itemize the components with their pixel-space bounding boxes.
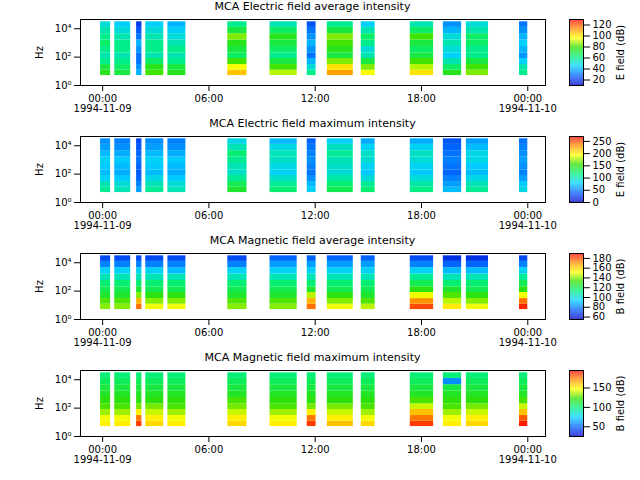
svg-text:80: 80 [593, 41, 606, 52]
svg-text:18:00: 18:00 [407, 93, 436, 104]
svg-text:06:00: 06:00 [195, 93, 224, 104]
svg-text:40: 40 [593, 63, 606, 74]
svg-text:10⁰: 10⁰ [55, 197, 72, 208]
svg-text:Hz: Hz [34, 163, 45, 176]
svg-text:E field (dB): E field (dB) [615, 25, 626, 80]
svg-text:12:00: 12:00 [301, 444, 330, 455]
svg-text:20: 20 [593, 74, 606, 85]
svg-text:18:00: 18:00 [407, 444, 436, 455]
svg-text:00:001994-11-09: 00:001994-11-09 [74, 93, 132, 114]
svg-text:10²: 10² [55, 168, 72, 179]
svg-text:00:001994-11-10: 00:001994-11-10 [499, 327, 557, 348]
svg-text:80: 80 [593, 301, 606, 312]
svg-text:140: 140 [593, 272, 612, 283]
svg-text:10⁴: 10⁴ [55, 374, 72, 385]
svg-text:10²: 10² [55, 402, 72, 413]
svg-text:10⁰: 10⁰ [55, 431, 72, 442]
svg-text:00:001994-11-09: 00:001994-11-09 [74, 210, 132, 231]
svg-text:00:001994-11-10: 00:001994-11-10 [499, 444, 557, 465]
svg-text:180: 180 [593, 253, 612, 264]
svg-text:00:001994-11-10: 00:001994-11-10 [499, 93, 557, 114]
svg-text:B field (dB): B field (dB) [615, 376, 626, 432]
svg-text:E field (dB): E field (dB) [615, 142, 626, 197]
html-text:MCA Electric field average int: MCA Electric field average intensity [214, 0, 411, 13]
svg-text:100: 100 [593, 172, 612, 183]
html-text:MCA Electric field maximum int: MCA Electric field maximum intensity [209, 117, 416, 130]
svg-text:06:00: 06:00 [195, 444, 224, 455]
svg-text:12:00: 12:00 [301, 93, 330, 104]
svg-text:150: 150 [593, 382, 612, 393]
svg-text:10⁴: 10⁴ [55, 23, 72, 34]
svg-text:Hz: Hz [34, 280, 45, 293]
svg-text:00:001994-11-10: 00:001994-11-10 [499, 210, 557, 231]
svg-text:18:00: 18:00 [407, 327, 436, 338]
svg-text:100: 100 [593, 30, 612, 41]
svg-text:150: 150 [593, 160, 612, 171]
svg-text:10⁴: 10⁴ [55, 257, 72, 268]
svg-text:160: 160 [593, 262, 612, 273]
svg-text:06:00: 06:00 [195, 327, 224, 338]
svg-text:200: 200 [593, 148, 612, 159]
svg-text:10²: 10² [55, 285, 72, 296]
svg-text:00:001994-11-09: 00:001994-11-09 [74, 444, 132, 465]
svg-text:50: 50 [593, 184, 606, 195]
svg-text:60: 60 [593, 311, 606, 322]
svg-text:12:00: 12:00 [301, 327, 330, 338]
svg-text:12:00: 12:00 [301, 210, 330, 221]
svg-text:120: 120 [593, 19, 612, 30]
svg-text:10⁰: 10⁰ [55, 80, 72, 91]
html-text:MCA Magnetic field average int: MCA Magnetic field average intensity [209, 234, 416, 247]
svg-text:60: 60 [593, 52, 606, 63]
svg-text:00:001994-11-09: 00:001994-11-09 [74, 327, 132, 348]
svg-text:Hz: Hz [34, 397, 45, 410]
svg-text:100: 100 [593, 402, 612, 413]
svg-text:B field (dB): B field (dB) [615, 259, 626, 315]
svg-text:100: 100 [593, 292, 612, 303]
svg-text:50: 50 [593, 421, 606, 432]
svg-text:0: 0 [593, 197, 599, 208]
html-text:MCA Magnetic field maximum int: MCA Magnetic field maximum intensity [204, 351, 421, 364]
svg-text:Hz: Hz [34, 46, 45, 59]
svg-text:06:00: 06:00 [195, 210, 224, 221]
svg-text:18:00: 18:00 [407, 210, 436, 221]
svg-text:10²: 10² [55, 51, 72, 62]
svg-text:120: 120 [593, 282, 612, 293]
svg-text:10⁰: 10⁰ [55, 314, 72, 325]
svg-text:250: 250 [593, 136, 612, 147]
svg-text:10⁴: 10⁴ [55, 140, 72, 151]
